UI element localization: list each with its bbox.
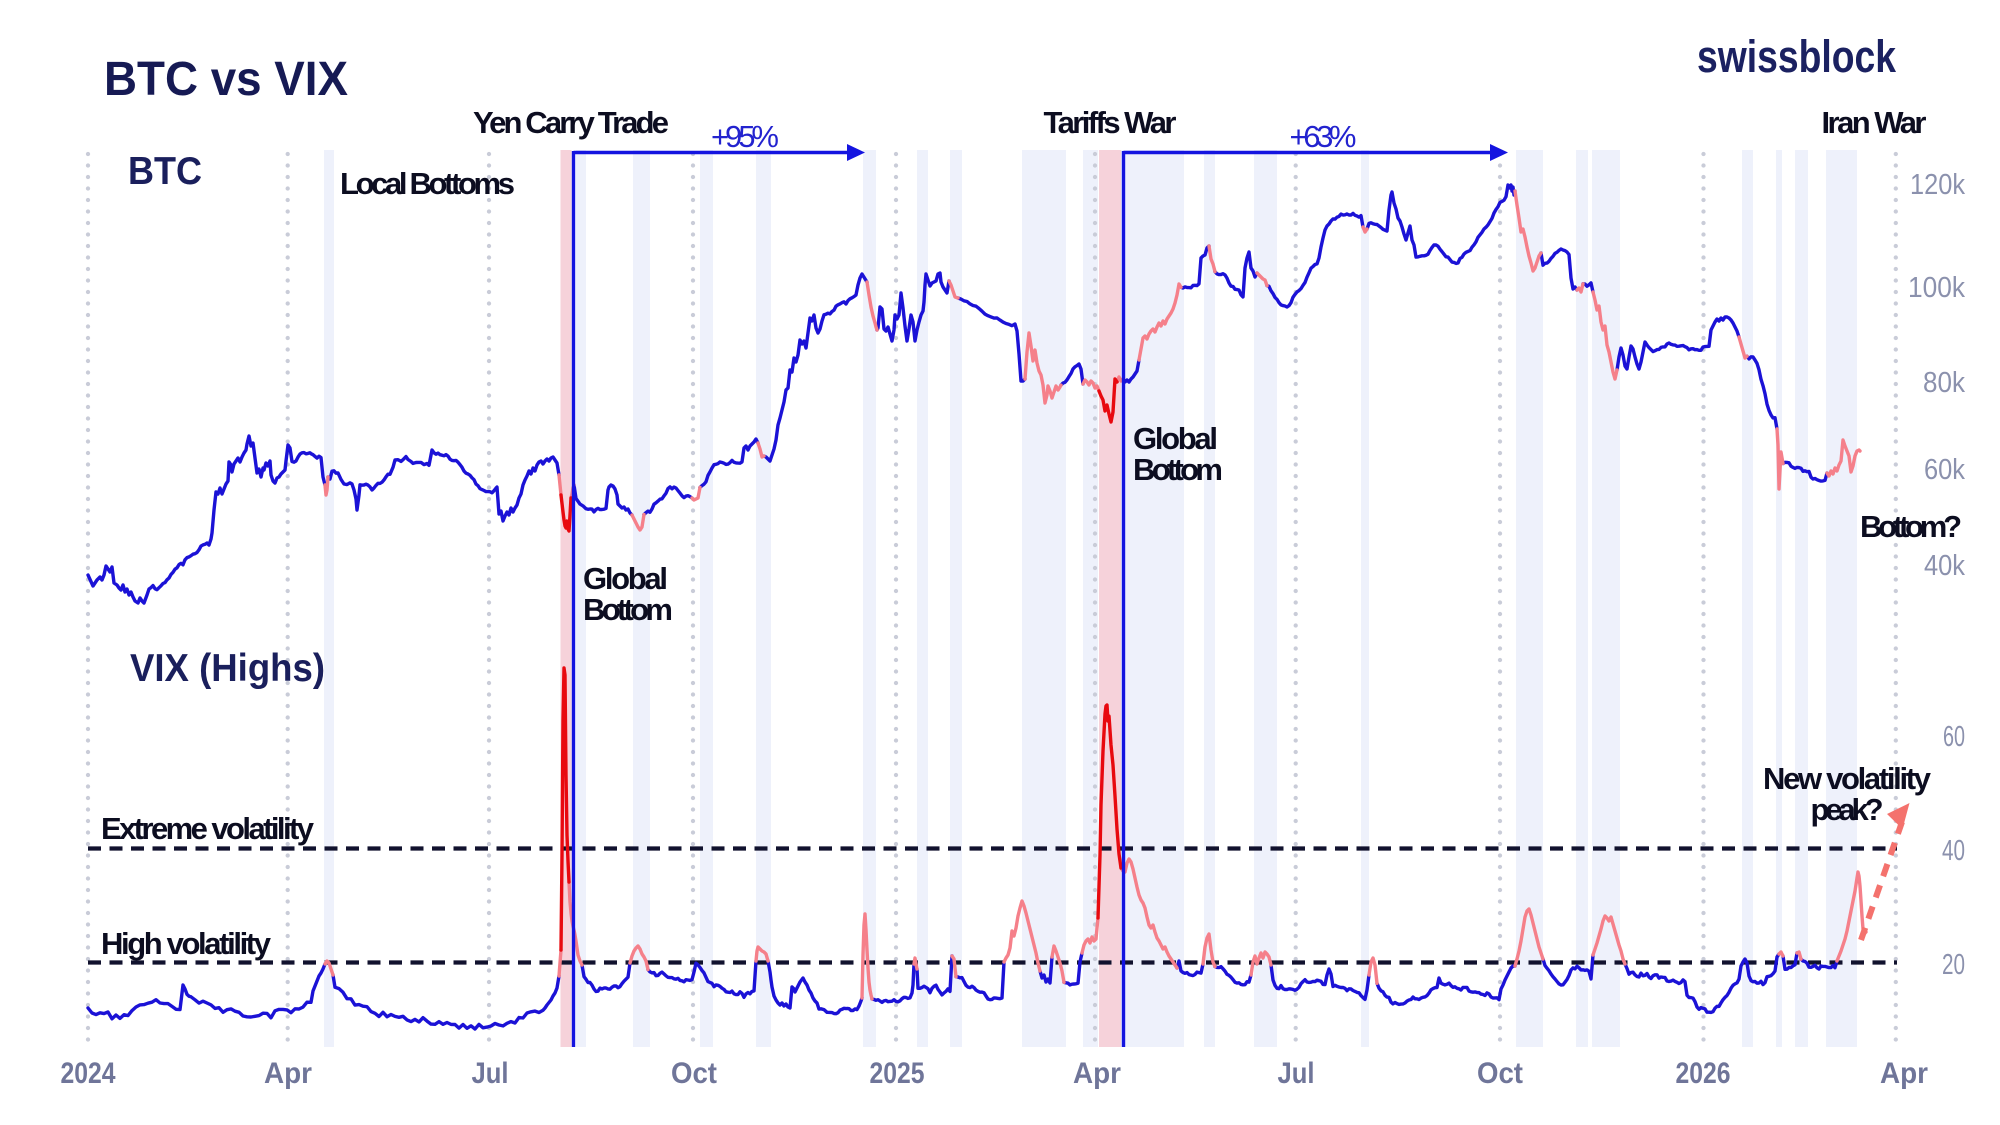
svg-text:Extreme volatility: Extreme volatility: [101, 811, 315, 846]
svg-text:Tariffs War: Tariffs War: [1044, 105, 1177, 140]
svg-text:Local Bottoms: Local Bottoms: [340, 166, 515, 201]
svg-text:100k: 100k: [1908, 272, 1965, 304]
svg-text:BTC: BTC: [128, 150, 202, 193]
svg-text:40: 40: [1942, 835, 1965, 867]
svg-text:2025: 2025: [870, 1057, 925, 1090]
svg-text:Apr: Apr: [1073, 1057, 1121, 1090]
svg-text:Bottom: Bottom: [1133, 452, 1223, 487]
svg-text:60k: 60k: [1924, 454, 1965, 486]
svg-text:New volatility: New volatility: [1763, 761, 1932, 796]
svg-text:20: 20: [1942, 949, 1965, 981]
svg-text:Bottom?: Bottom?: [1860, 509, 1962, 544]
svg-text:Oct: Oct: [671, 1057, 717, 1090]
svg-text:+95%: +95%: [711, 119, 779, 154]
svg-text:Jul: Jul: [1278, 1057, 1315, 1090]
svg-text:Oct: Oct: [1477, 1057, 1523, 1090]
svg-text:Apr: Apr: [264, 1057, 312, 1090]
svg-text:swissblock: swissblock: [1697, 31, 1897, 82]
svg-text:+63%: +63%: [1290, 119, 1357, 154]
svg-text:Iran War: Iran War: [1822, 105, 1927, 140]
svg-text:Apr: Apr: [1880, 1057, 1928, 1090]
svg-text:40k: 40k: [1924, 550, 1965, 582]
svg-text:peak?: peak?: [1811, 792, 1884, 827]
svg-text:2024: 2024: [61, 1057, 116, 1090]
svg-text:BTC vs VIX: BTC vs VIX: [104, 53, 348, 106]
svg-text:120k: 120k: [1910, 169, 1965, 201]
svg-text:VIX (Highs): VIX (Highs): [130, 647, 325, 690]
svg-text:60: 60: [1943, 721, 1965, 753]
svg-text:Global: Global: [583, 561, 668, 596]
svg-text:Bottom: Bottom: [583, 592, 673, 627]
svg-text:Jul: Jul: [472, 1057, 509, 1090]
svg-text:Global: Global: [1133, 421, 1218, 456]
svg-text:2026: 2026: [1676, 1057, 1731, 1090]
svg-text:Yen Carry Trade: Yen Carry Trade: [473, 105, 669, 140]
svg-text:80k: 80k: [1923, 367, 1965, 399]
svg-text:High volatility: High volatility: [101, 926, 272, 961]
